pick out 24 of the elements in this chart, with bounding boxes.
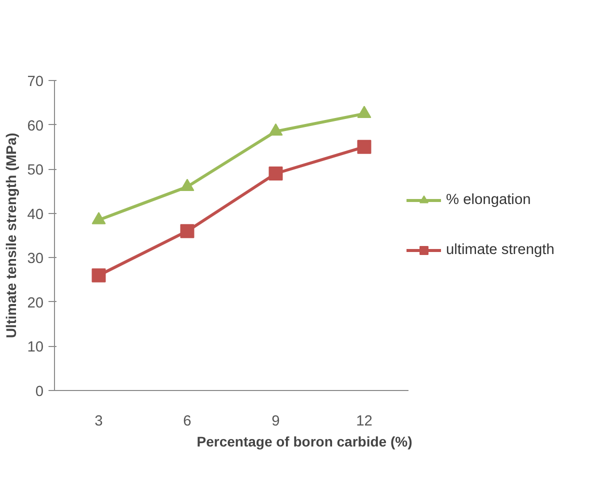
y-tick-label: 60 — [27, 118, 44, 134]
point — [180, 178, 194, 192]
x-tick-label: 3 — [94, 414, 103, 430]
point — [357, 140, 372, 154]
y-tick-label: 30 — [27, 251, 44, 268]
point — [180, 224, 194, 238]
x-tick-label: 12 — [356, 414, 372, 430]
point — [92, 268, 106, 282]
point — [92, 212, 106, 224]
legend-label: ultimate strength — [446, 242, 554, 258]
point — [268, 123, 283, 136]
y-tick-label: 50 — [27, 162, 44, 179]
y-tick-label: 0 — [35, 384, 44, 400]
x-tick-label: 6 — [183, 414, 192, 430]
y-axis-title: Ultimate tensile strength (MPa) — [3, 132, 20, 338]
y-tick-label: 70 — [27, 74, 44, 90]
x-axis-title: Percentage of boron carbide (%) — [196, 434, 412, 450]
y-tick-label: 10 — [27, 340, 44, 356]
point — [268, 166, 283, 180]
point — [357, 106, 372, 118]
x-tick-label: 9 — [272, 414, 280, 430]
y-tick-label: 20 — [27, 295, 44, 312]
legend-label: % elongation — [446, 192, 531, 208]
y-tick-label: 40 — [27, 206, 44, 223]
